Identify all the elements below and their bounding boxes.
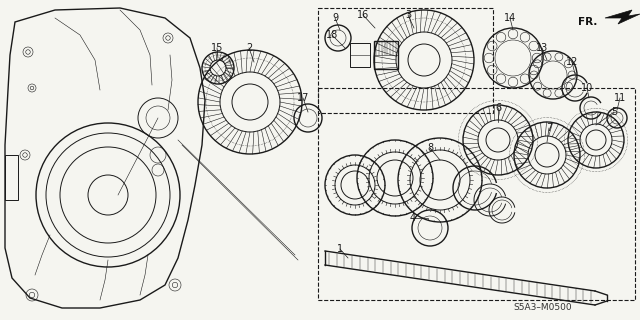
Text: 4: 4	[410, 213, 416, 223]
Bar	[350, 43, 370, 67]
Text: 11: 11	[614, 93, 626, 103]
Text: FR.: FR.	[578, 17, 597, 27]
Text: 10: 10	[581, 83, 593, 93]
Text: 9: 9	[332, 13, 338, 23]
Text: 17: 17	[297, 93, 309, 103]
Text: 8: 8	[427, 143, 433, 153]
Text: 18: 18	[326, 30, 338, 40]
Text: 16: 16	[357, 10, 369, 20]
Text: 3: 3	[405, 10, 411, 20]
Bar	[318, 88, 635, 300]
Text: S5A3–M0500: S5A3–M0500	[514, 303, 572, 313]
Polygon shape	[605, 10, 640, 24]
Text: 1: 1	[337, 244, 343, 254]
Bar	[374, 41, 398, 69]
Text: 2: 2	[246, 43, 252, 53]
Text: 13: 13	[536, 43, 548, 53]
Text: 6: 6	[495, 103, 501, 113]
Text: 15: 15	[211, 43, 223, 53]
Text: 12: 12	[566, 57, 578, 67]
Text: 5: 5	[611, 107, 617, 117]
Text: 7: 7	[546, 123, 552, 133]
Bar	[318, 8, 493, 113]
Text: 14: 14	[504, 13, 516, 23]
